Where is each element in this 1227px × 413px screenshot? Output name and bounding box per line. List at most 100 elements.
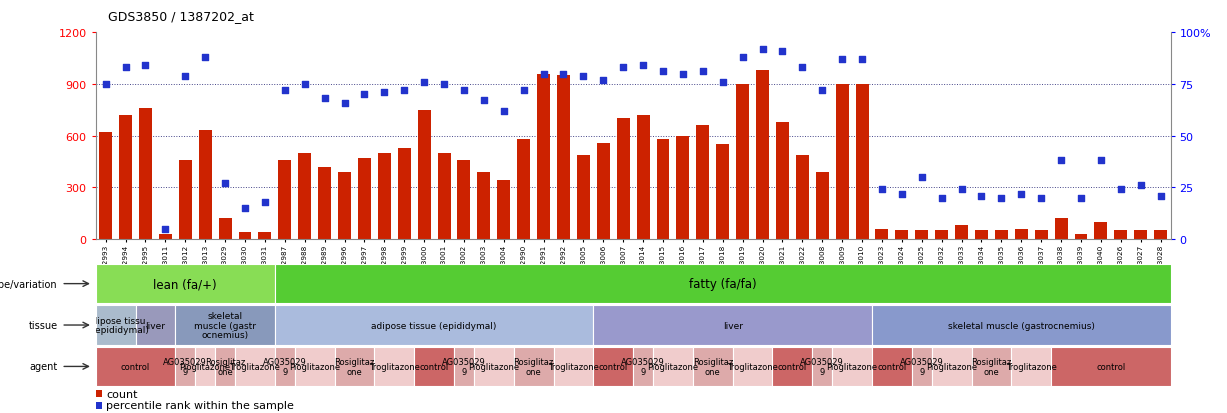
Bar (238, 233, 252, 240)
Bar (417, 110, 431, 240)
Bar (656, 140, 670, 240)
Bar (912, 347, 931, 386)
Point (514, 88, 534, 94)
Point (96, 81, 115, 88)
Bar (975, 231, 988, 240)
Text: Rosiglitaz
one: Rosiglitaz one (334, 357, 374, 376)
Bar (796, 155, 809, 240)
Bar (195, 347, 215, 386)
Bar (415, 347, 454, 386)
Bar (119, 116, 133, 240)
Bar (275, 306, 594, 345)
Point (454, 88, 474, 94)
Point (832, 57, 852, 63)
Bar (972, 347, 1011, 386)
Bar (374, 347, 415, 386)
Bar (339, 173, 351, 240)
Bar (275, 264, 1171, 304)
Point (335, 100, 355, 107)
Bar (474, 347, 514, 386)
Bar (96, 391, 103, 397)
Bar (160, 235, 172, 240)
Bar (378, 154, 390, 240)
Bar (218, 219, 232, 240)
Bar (199, 131, 211, 240)
Text: control: control (420, 362, 449, 371)
Bar (518, 140, 530, 240)
Bar (816, 173, 828, 240)
Point (872, 187, 892, 193)
Text: Troglitazone: Troglitazone (1006, 362, 1056, 371)
Point (912, 174, 931, 181)
Bar (717, 145, 729, 240)
Bar (236, 347, 275, 386)
Point (573, 73, 593, 80)
Bar (553, 347, 594, 386)
Bar (1094, 222, 1107, 240)
Text: skeletal muscle (gastrocnemius): skeletal muscle (gastrocnemius) (947, 321, 1094, 330)
Point (553, 71, 573, 78)
Bar (676, 136, 690, 240)
Bar (259, 233, 271, 240)
Point (1071, 195, 1091, 202)
Bar (955, 226, 968, 240)
Bar (577, 155, 590, 240)
Text: agent: agent (29, 361, 58, 372)
Text: Pioglitazone: Pioglitazone (827, 362, 877, 371)
Bar (139, 109, 152, 240)
Bar (773, 347, 812, 386)
Text: Rosiglitaz
one: Rosiglitaz one (513, 357, 553, 376)
Point (195, 55, 215, 61)
Bar (736, 85, 748, 240)
Bar (931, 347, 972, 386)
Text: fatty (fa/fa): fatty (fa/fa) (688, 278, 757, 290)
Bar (454, 347, 474, 386)
Bar (756, 71, 769, 240)
Point (175, 73, 195, 80)
Bar (812, 347, 832, 386)
Point (733, 55, 752, 61)
Point (892, 191, 912, 197)
Bar (335, 347, 374, 386)
Bar (1015, 229, 1028, 240)
Text: lean (fa/+): lean (fa/+) (153, 278, 217, 290)
Point (1032, 195, 1052, 202)
Point (853, 57, 872, 63)
Point (415, 79, 434, 86)
Bar (775, 123, 789, 240)
Point (1091, 158, 1110, 164)
Bar (358, 159, 371, 240)
Point (315, 96, 335, 102)
Bar (872, 306, 1171, 345)
Bar (294, 347, 335, 386)
Point (534, 71, 553, 78)
Point (614, 65, 633, 71)
Point (594, 77, 614, 84)
Point (115, 65, 135, 71)
Bar (514, 347, 553, 386)
Point (752, 46, 772, 53)
Point (215, 180, 234, 187)
Point (374, 90, 394, 96)
Bar (279, 160, 291, 240)
Bar (1055, 219, 1067, 240)
Text: count: count (107, 389, 137, 399)
Bar (995, 231, 1007, 240)
Bar (215, 347, 236, 386)
Text: genotype/variation: genotype/variation (0, 279, 58, 289)
Bar (298, 154, 312, 240)
Point (713, 79, 733, 86)
Bar (96, 306, 135, 345)
Point (434, 81, 454, 88)
Text: AG035029
9: AG035029 9 (263, 357, 307, 376)
Text: Pioglitazone: Pioglitazone (469, 362, 519, 371)
Bar (179, 160, 191, 240)
Bar (1155, 231, 1167, 240)
Text: adipose tissue (epididymal): adipose tissue (epididymal) (372, 321, 497, 330)
Text: Troglitazone: Troglitazone (229, 362, 281, 371)
Text: adipose tissu
e (epididymal): adipose tissu e (epididymal) (82, 316, 148, 335)
Bar (275, 347, 294, 386)
Text: AG035029
9: AG035029 9 (800, 357, 844, 376)
Bar (458, 160, 470, 240)
Text: GDS3850 / 1387202_at: GDS3850 / 1387202_at (108, 10, 254, 23)
